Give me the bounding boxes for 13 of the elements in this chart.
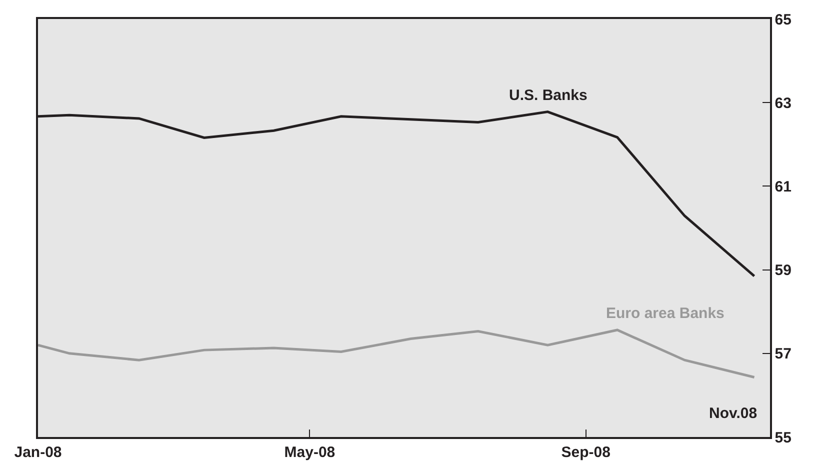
- y-tick-label: 57: [774, 346, 792, 363]
- annotation: Nov.08: [709, 405, 758, 422]
- y-tick-label: 61: [774, 178, 792, 196]
- y-tick-label: 55: [774, 429, 792, 446]
- line-series: [38, 328, 756, 378]
- series-label: Euro area Banks: [606, 305, 724, 322]
- y-tick-label: 65: [774, 11, 792, 28]
- x-tick-label: Jan-08: [14, 444, 62, 461]
- series-label: U.S. Banks: [509, 87, 588, 104]
- y-tick-label: 63: [774, 94, 792, 112]
- x-tick-label: May-08: [284, 444, 336, 461]
- y-tick-label: 59: [774, 262, 792, 280]
- x-tick-label: Sep-08: [561, 444, 610, 461]
